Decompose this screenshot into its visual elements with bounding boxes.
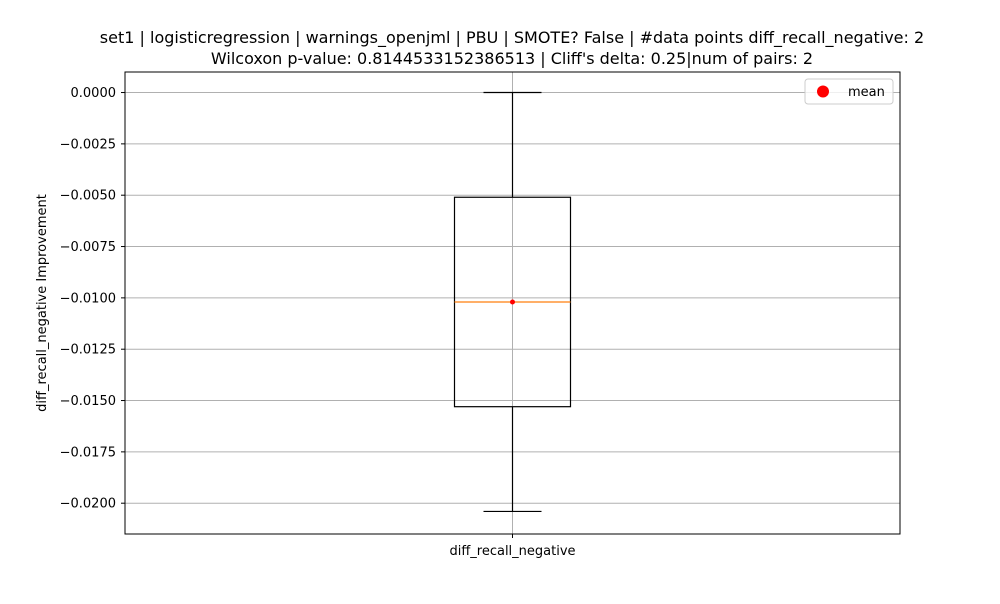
- y-tick-label: −0.0175: [60, 445, 116, 460]
- chart-title-line-2: Wilcoxon p-value: 0.8144533152386513 | C…: [211, 49, 813, 68]
- legend-label: mean: [848, 85, 885, 100]
- y-tick-label: −0.0100: [60, 291, 116, 306]
- y-tick-label: 0.0000: [71, 86, 117, 101]
- chart-title-line-1: set1 | logisticregression | warnings_ope…: [100, 28, 924, 48]
- y-tick-label: −0.0050: [60, 189, 116, 204]
- x-tick-label: diff_recall_negative: [449, 544, 575, 559]
- y-tick-label: −0.0200: [60, 497, 116, 512]
- mean-marker: [510, 299, 515, 305]
- legend-box: [804, 78, 894, 105]
- y-tick-label: −0.0075: [60, 240, 116, 255]
- y-tick-label: −0.0125: [60, 343, 116, 358]
- y-axis-label: diff_recall_negative Improvement: [35, 194, 50, 412]
- y-tick-label: −0.0150: [60, 394, 116, 409]
- y-tick-label: −0.0025: [60, 137, 116, 152]
- legend-mean-marker: [817, 85, 829, 98]
